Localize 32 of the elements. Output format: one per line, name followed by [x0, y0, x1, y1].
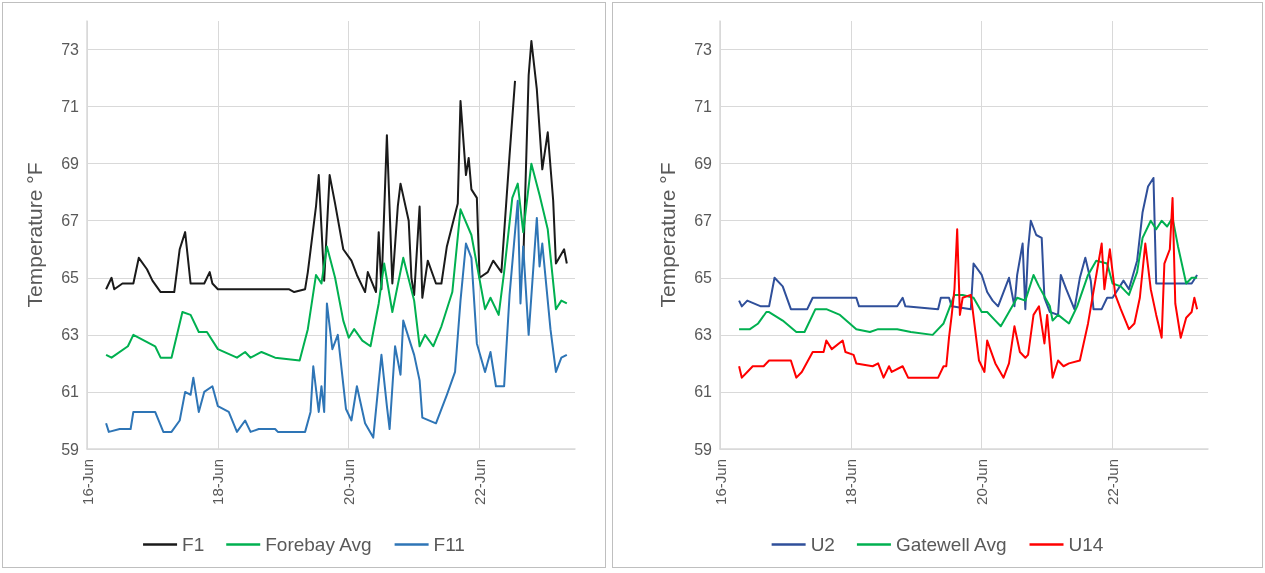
legend-label: F1 [182, 534, 205, 555]
y-tick-label: 63 [61, 326, 80, 344]
y-tick-label: 65 [61, 269, 80, 287]
legend-label: U14 [1068, 534, 1104, 555]
x-tick-label: 20-Jun [340, 459, 358, 505]
y-tick-label: 59 [694, 440, 713, 458]
y-axis-title: Temperature °F [656, 162, 679, 308]
x-tick-label: 22-Jun [1104, 459, 1122, 505]
y-tick-label: 69 [61, 155, 80, 173]
y-axis-title: Temperature °F [23, 162, 46, 308]
y-tick-label: 69 [694, 155, 713, 173]
legend-label: Gatewell Avg [895, 534, 1007, 555]
x-tick-label: 16-Jun [78, 459, 96, 505]
y-tick-label: 67 [61, 212, 80, 230]
legend-label: Forebay Avg [265, 534, 372, 555]
y-tick-label: 61 [694, 383, 713, 401]
y-tick-label: 59 [61, 440, 80, 458]
y-tick-label: 63 [694, 326, 713, 344]
y-tick-label: 71 [694, 98, 713, 116]
x-tick-label: 20-Jun [973, 459, 991, 505]
x-tick-label: 22-Jun [471, 459, 489, 505]
y-tick-label: 71 [61, 98, 80, 116]
x-tick-label: 18-Jun [209, 459, 227, 505]
x-tick-label: 16-Jun [711, 459, 729, 505]
y-tick-label: 73 [694, 41, 713, 59]
legend-label: U2 [810, 534, 835, 555]
y-tick-label: 65 [694, 269, 713, 287]
x-tick-label: 18-Jun [842, 459, 860, 505]
y-tick-label: 73 [61, 41, 80, 59]
legend-label: F11 [433, 534, 465, 555]
y-tick-label: 67 [694, 212, 713, 230]
y-tick-label: 61 [61, 383, 80, 401]
